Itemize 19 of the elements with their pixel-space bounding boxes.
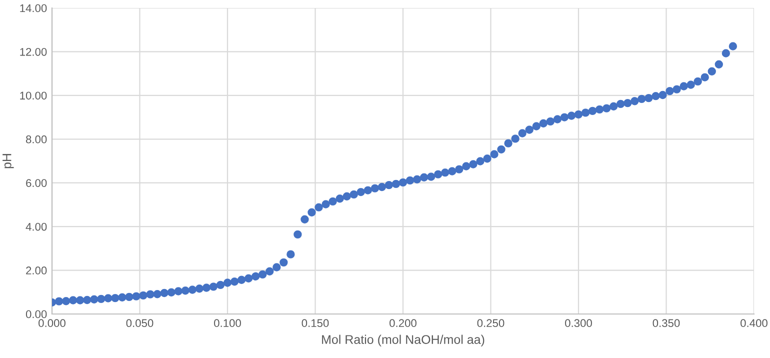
x-tick-label: 0.000 [38, 319, 66, 328]
y-tick-label: 2.00 [26, 266, 47, 274]
y-tick-label: 14.00 [20, 4, 47, 12]
x-tick-label: 0.300 [565, 319, 592, 328]
y-tick-label: 12.00 [20, 48, 47, 56]
y-tick-label: 10.00 [20, 92, 47, 100]
y-tick-label: 4.00 [26, 222, 47, 231]
x-tick-label: 0.150 [302, 319, 329, 328]
y-tick-label: 6.00 [26, 179, 47, 187]
x-tick-label: 0.400 [740, 319, 768, 328]
x-tick-label: 0.350 [652, 319, 680, 328]
x-tick-label: 0.200 [390, 319, 416, 328]
y-tick-label: 0.00 [26, 310, 47, 318]
x-tick-label: 0.100 [214, 319, 241, 328]
y-tick-label: 8.00 [26, 135, 47, 144]
x-axis-title: Mol Ratio (mol NaOH/mol aa) [322, 334, 484, 346]
y-axis-title: pH [2, 154, 14, 168]
x-tick-label: 0.250 [477, 319, 504, 328]
x-tick-label: 0.050 [126, 319, 154, 328]
